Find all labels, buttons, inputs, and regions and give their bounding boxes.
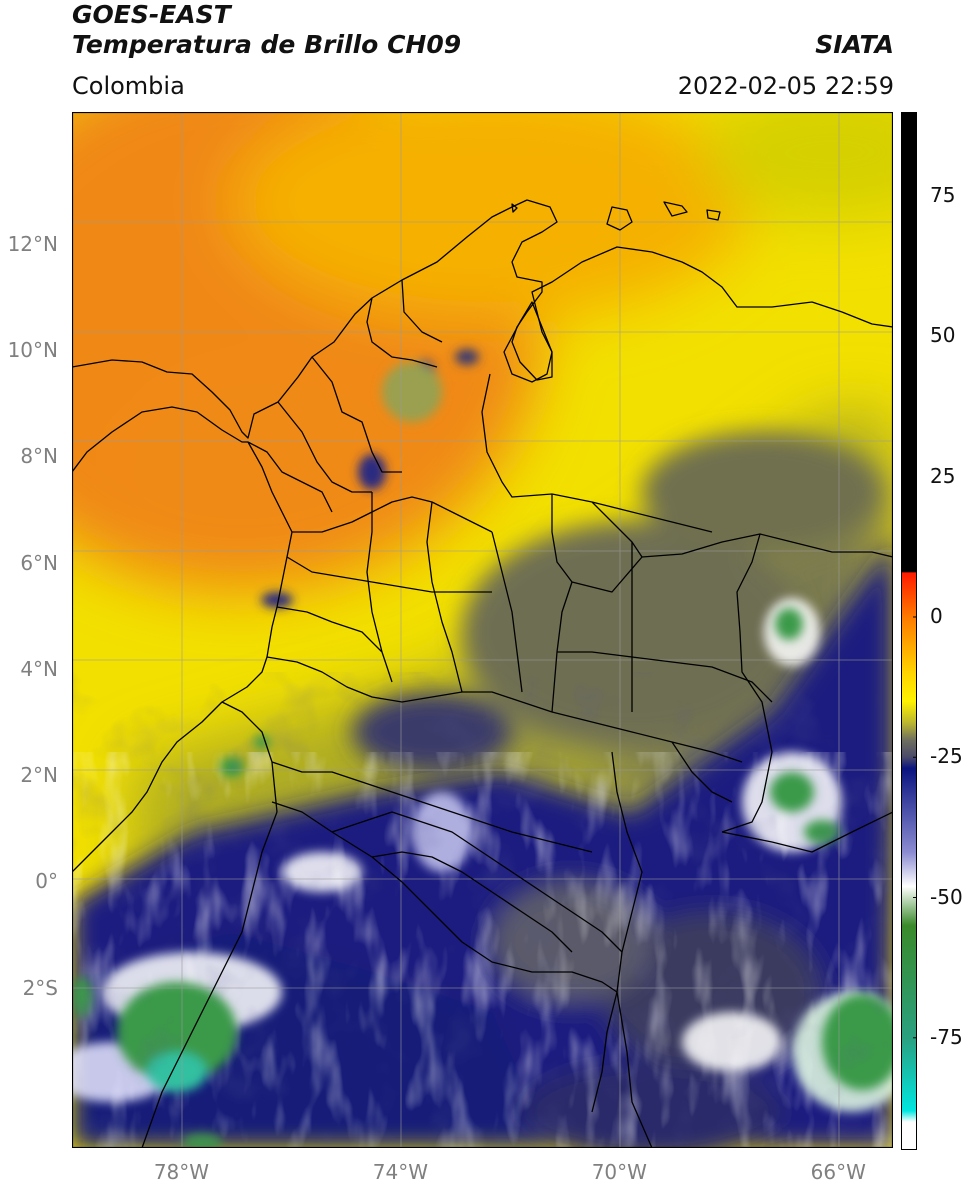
country-borders xyxy=(72,199,893,1148)
header-agency: SIATA xyxy=(815,30,894,59)
satellite-map xyxy=(72,112,893,1148)
header-region: Colombia xyxy=(72,72,185,100)
longitude-label: 66°W xyxy=(810,1160,866,1184)
colorbar-tick-label: -75 xyxy=(930,1024,963,1049)
colorbar-tick-label: -50 xyxy=(930,884,963,909)
longitude-label: 74°W xyxy=(372,1160,428,1184)
longitude-label: 78°W xyxy=(153,1160,210,1184)
header-product: Temperatura de Brillo CH09 xyxy=(72,30,462,59)
latitude-label: 0° xyxy=(35,869,58,894)
colorbar-tick-label: 75 xyxy=(930,183,956,208)
latitude-label: 10°N xyxy=(7,338,58,363)
longitude-label: 70°W xyxy=(591,1160,647,1184)
colorbar-tick-label: -25 xyxy=(930,744,963,769)
latitude-label: 4°N xyxy=(20,656,58,681)
latitude-label: 12°N xyxy=(7,231,58,256)
header-timestamp: 2022-02-05 22:59 xyxy=(677,72,894,100)
brightness-temperature-field xyxy=(72,112,893,1148)
header-satellite: GOES-EAST xyxy=(72,0,231,29)
map-gridlines xyxy=(72,112,893,1148)
colorbar xyxy=(901,112,917,1150)
latitude-label: 2°S xyxy=(22,975,58,1000)
colorbar-tick-label: 50 xyxy=(930,323,956,348)
colorbar-tick-label: 0 xyxy=(930,603,943,628)
latitude-label: 2°N xyxy=(20,763,58,788)
colorbar-tick-label: 25 xyxy=(930,463,956,488)
latitude-label: 6°N xyxy=(20,550,58,575)
latitude-label: 8°N xyxy=(20,444,58,469)
